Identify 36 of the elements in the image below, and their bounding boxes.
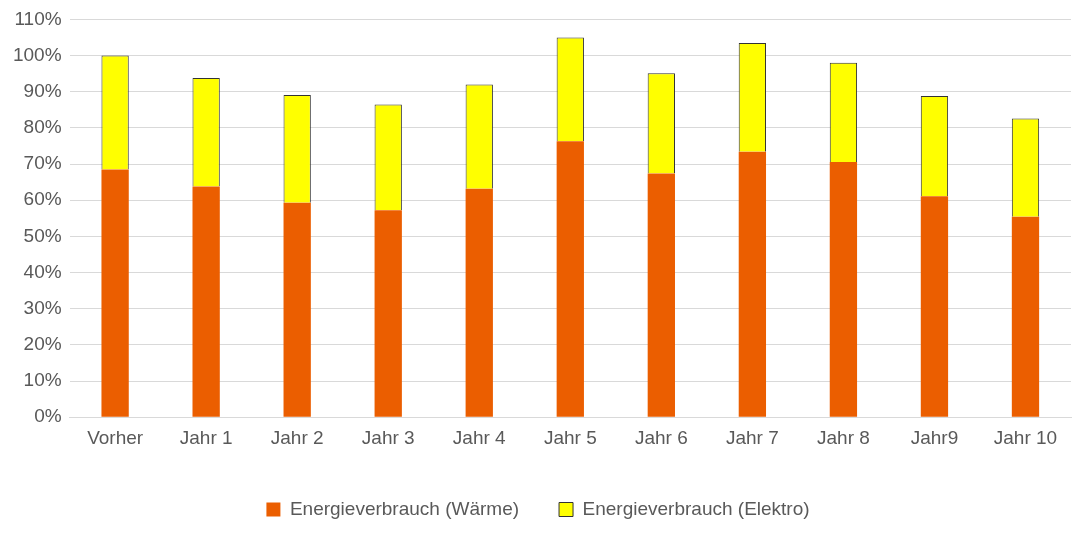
bar	[647, 173, 675, 417]
x-tick-label: Jahr 1	[179, 426, 233, 448]
y-tick-label: 90%	[23, 79, 62, 101]
y-tick-label: 0%	[34, 405, 62, 427]
y-tick-label: 20%	[23, 333, 62, 355]
bar	[829, 161, 858, 417]
y-tick-label: 10%	[23, 369, 62, 391]
y-tick-label: 100%	[12, 43, 62, 65]
x-tick-label: Jahr9	[910, 426, 959, 448]
x-tick-label: Jahr 7	[725, 426, 779, 448]
x-tick-label: Jahr 4	[452, 426, 507, 448]
bar	[1011, 216, 1040, 417]
x-tick-label: Jahr 10	[993, 426, 1058, 448]
x-tick-label: Jahr 6	[634, 426, 688, 448]
y-tick-label: 110%	[14, 7, 62, 29]
y-tick-label: 50%	[23, 224, 62, 246]
x-tick-label: Jahr 5	[543, 426, 597, 448]
bar	[283, 202, 311, 417]
bar	[556, 141, 584, 417]
y-tick-label: 80%	[23, 116, 62, 138]
y-tick-label: 70%	[23, 152, 62, 174]
bar	[920, 196, 949, 417]
y-tick-label: 30%	[23, 296, 62, 318]
x-tick-label: Vorher	[87, 426, 144, 448]
y-tick-label: 40%	[23, 260, 62, 282]
x-tick-label: Jahr 3	[361, 426, 415, 448]
bar	[192, 186, 220, 417]
bar	[738, 151, 767, 417]
bar	[465, 188, 493, 417]
legend-label: Energieverbrauch (Elektro)	[582, 497, 810, 519]
bar	[101, 169, 129, 417]
x-tick-label: Jahr 2	[270, 426, 324, 448]
x-tick-label: Jahr 8	[817, 426, 870, 448]
bar	[374, 210, 402, 417]
legend-label: Energieverbrauch (Wärme)	[289, 497, 520, 519]
y-tick-label: 60%	[23, 188, 62, 210]
